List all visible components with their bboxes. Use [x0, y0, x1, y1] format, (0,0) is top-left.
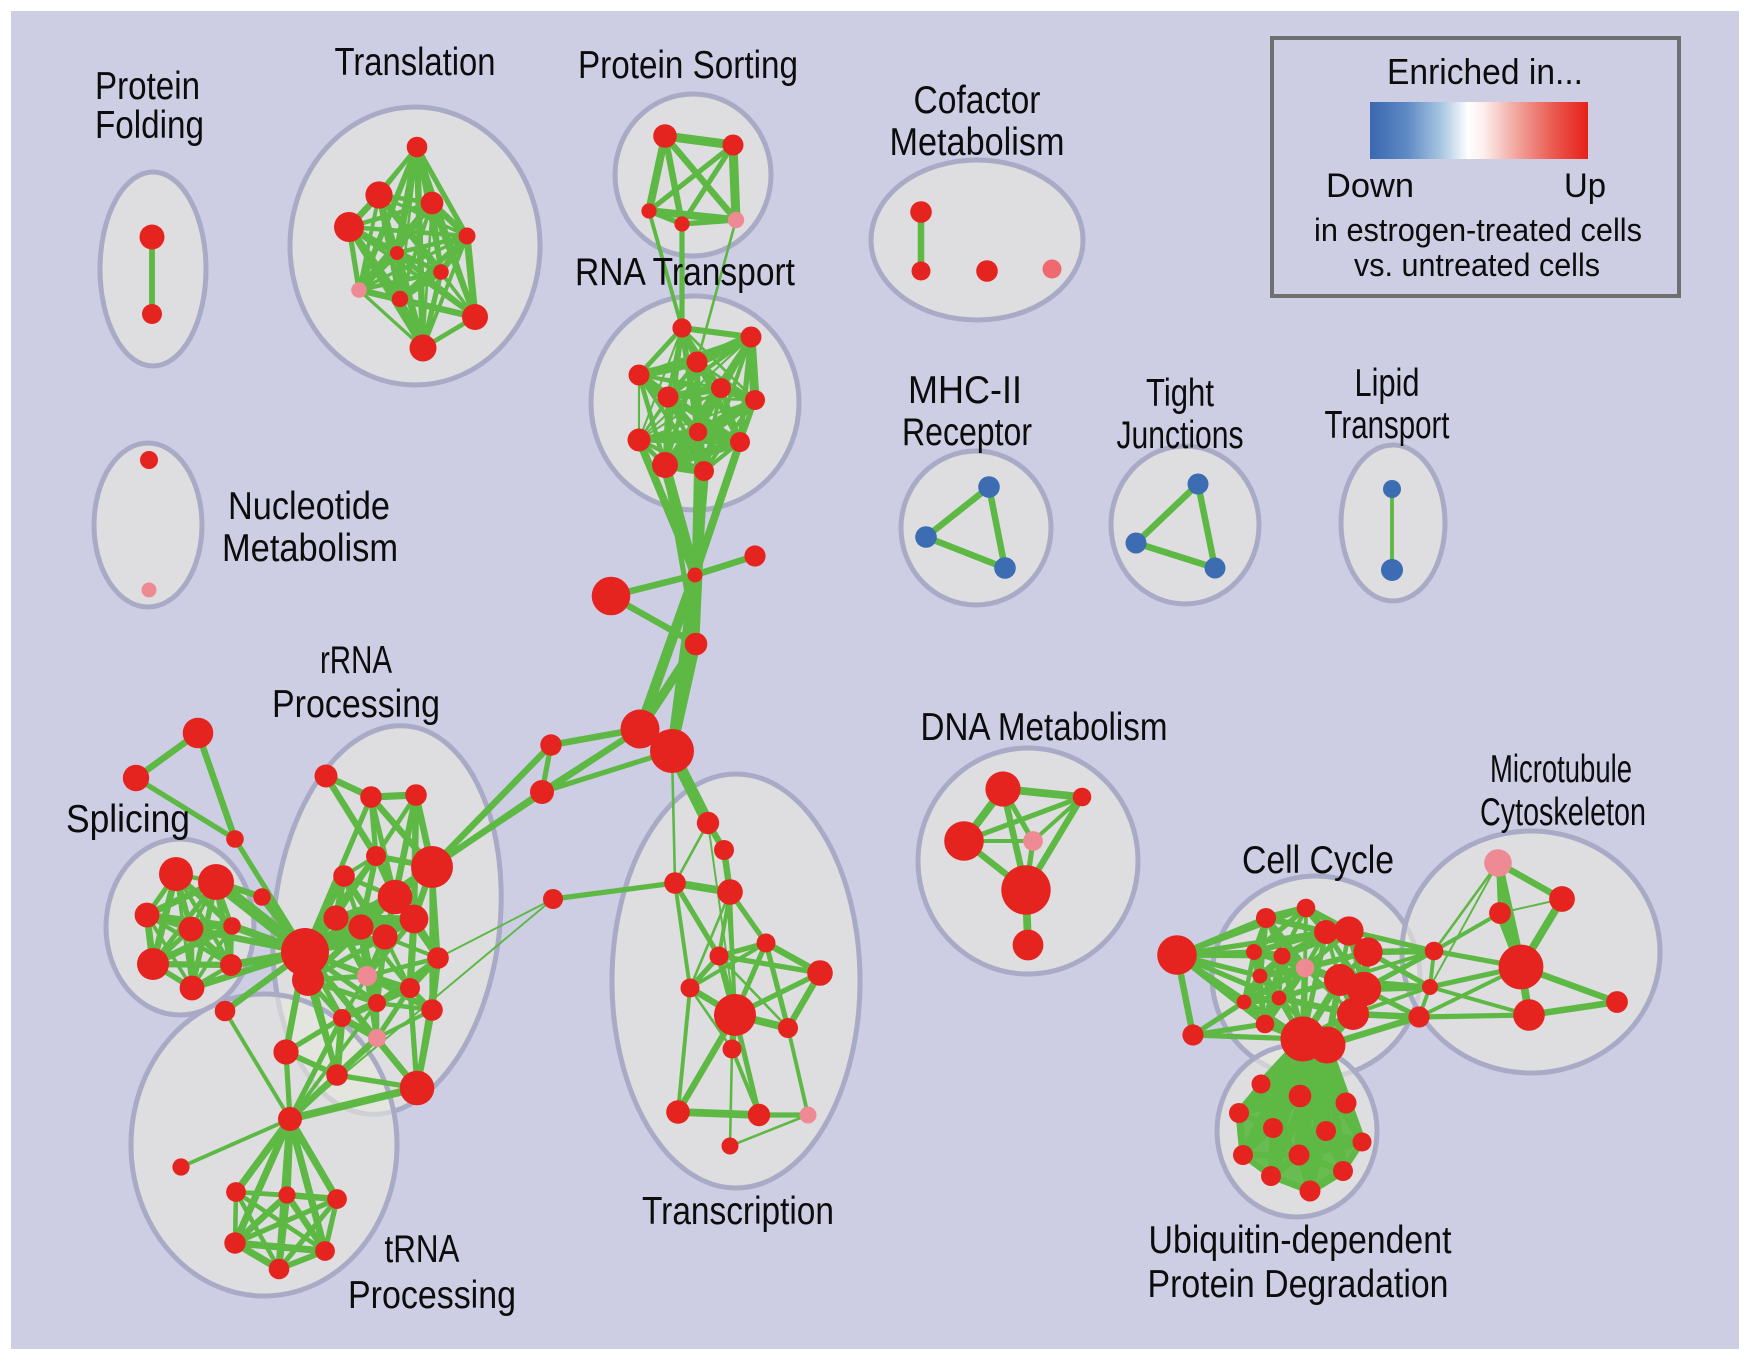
svg-text:Transport: Transport: [1325, 404, 1450, 447]
svg-text:Processing: Processing: [272, 683, 440, 726]
svg-text:Lipid: Lipid: [1355, 362, 1420, 405]
svg-text:Metabolism: Metabolism: [890, 121, 1065, 164]
svg-text:rRNA: rRNA: [320, 639, 392, 682]
svg-text:Cytoskeleton: Cytoskeleton: [1480, 791, 1646, 834]
svg-text:DNA Metabolism: DNA Metabolism: [921, 706, 1168, 749]
svg-text:Receptor: Receptor: [902, 411, 1032, 454]
svg-text:Down: Down: [1326, 167, 1414, 205]
svg-text:Protein Sorting: Protein Sorting: [578, 44, 798, 87]
svg-text:Cell Cycle: Cell Cycle: [1242, 839, 1394, 882]
svg-text:tRNA: tRNA: [385, 1228, 460, 1271]
svg-text:Junctions: Junctions: [1117, 414, 1244, 457]
svg-text:RNA Transport: RNA Transport: [575, 251, 795, 294]
svg-text:vs. untreated cells: vs. untreated cells: [1354, 247, 1600, 283]
svg-text:Processing: Processing: [348, 1274, 516, 1317]
svg-text:Ubiquitin-dependent: Ubiquitin-dependent: [1149, 1219, 1452, 1262]
svg-text:Protein: Protein: [95, 65, 200, 108]
svg-text:Translation: Translation: [335, 41, 496, 84]
svg-text:Protein Degradation: Protein Degradation: [1148, 1263, 1449, 1306]
svg-text:Cofactor: Cofactor: [914, 79, 1041, 122]
svg-text:Microtubule: Microtubule: [1490, 748, 1632, 791]
svg-text:MHC-II: MHC-II: [908, 369, 1022, 412]
svg-text:Splicing: Splicing: [66, 798, 190, 841]
svg-text:Folding: Folding: [95, 104, 204, 147]
svg-text:Up: Up: [1564, 167, 1606, 205]
svg-text:Nucleotide: Nucleotide: [228, 485, 390, 528]
svg-text:in estrogen-treated cells: in estrogen-treated cells: [1314, 212, 1642, 248]
svg-text:Metabolism: Metabolism: [222, 527, 398, 570]
svg-text:Transcription: Transcription: [642, 1190, 834, 1233]
svg-text:Enriched in...: Enriched in...: [1387, 51, 1583, 92]
svg-text:Tight: Tight: [1146, 372, 1214, 415]
